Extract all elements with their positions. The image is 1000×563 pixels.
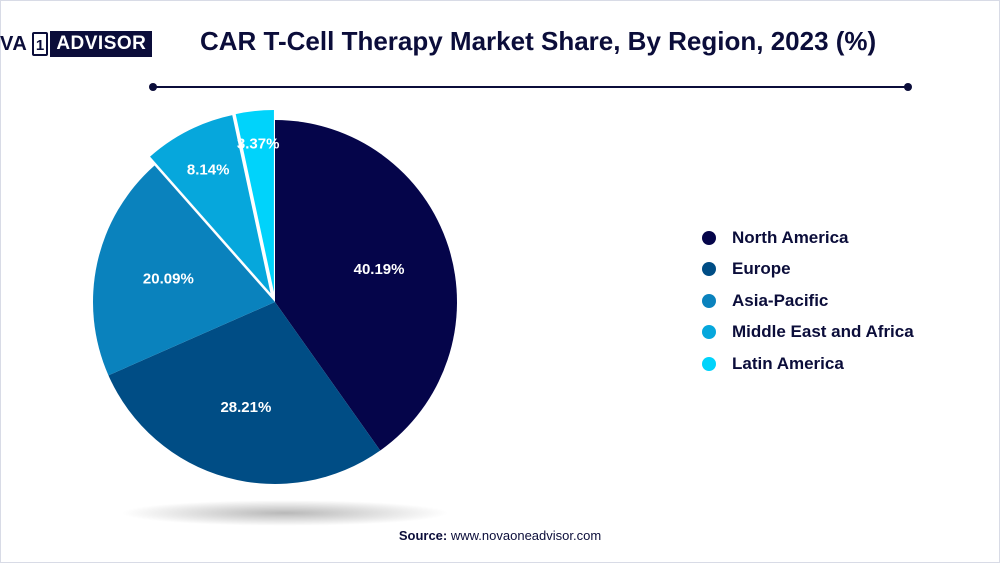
legend-label: Middle East and Africa (732, 322, 914, 342)
divider-end-right (904, 83, 912, 91)
source-label: Source: (398, 528, 448, 543)
legend-label: Latin America (732, 353, 844, 373)
legend-item-europe: Europe (702, 254, 914, 286)
legend-item-latin-america: Latin America (702, 348, 914, 380)
pie-slice-europe (108, 302, 381, 484)
source-url: www.novaoneadvisor.com (450, 528, 602, 543)
value-label-middle-east-and-africa: 8.14% (187, 162, 230, 179)
legend-item-middle-east-and-africa: Middle East and Africa (702, 317, 914, 349)
pie-slice-asia-pacific (92, 165, 275, 376)
divider-end-left (149, 83, 157, 91)
pie-value-labels: 40.19% 28.21% 20.09% 8.14% 3.37% (143, 136, 405, 417)
logo-right-text: ADVISOR (50, 31, 153, 57)
legend-swatch (702, 230, 716, 245)
legend-item-north-america: North America (702, 222, 914, 254)
legend-swatch (702, 325, 716, 340)
brand-logo: VA 1 ADVISOR (0, 30, 153, 58)
legend-label: Europe (732, 259, 791, 279)
chart-title: CAR T-Cell Therapy Market Share, By Regi… (200, 26, 877, 56)
pie-slice-north-america (275, 120, 457, 451)
legend-item-asia-pacific: Asia-Pacific (702, 285, 914, 317)
value-label-latin-america: 3.37% (237, 136, 280, 153)
title-divider (153, 86, 908, 88)
pie-shadow (120, 500, 450, 526)
value-label-north-america: 40.19% (354, 261, 405, 278)
legend-swatch (702, 356, 716, 371)
pie-slices (92, 110, 457, 484)
value-label-europe: 28.21% (220, 399, 271, 416)
source-note: Source: www.novaoneadvisor.com (0, 528, 1000, 543)
logo-left-text: VA (0, 32, 28, 55)
pie-slice-middle-east-and-africa (150, 115, 271, 294)
legend-swatch (702, 262, 716, 277)
legend-label: Asia-Pacific (732, 290, 829, 310)
legend-swatch (702, 293, 716, 308)
logo-mark: 1 (32, 32, 49, 56)
chart-legend: North America Europe Asia-Pacific Middle Ea… (702, 222, 914, 380)
pie-slice-latin-america (235, 110, 274, 293)
value-label-asia-pacific: 20.09% (143, 271, 194, 288)
legend-label: North America (732, 227, 849, 247)
